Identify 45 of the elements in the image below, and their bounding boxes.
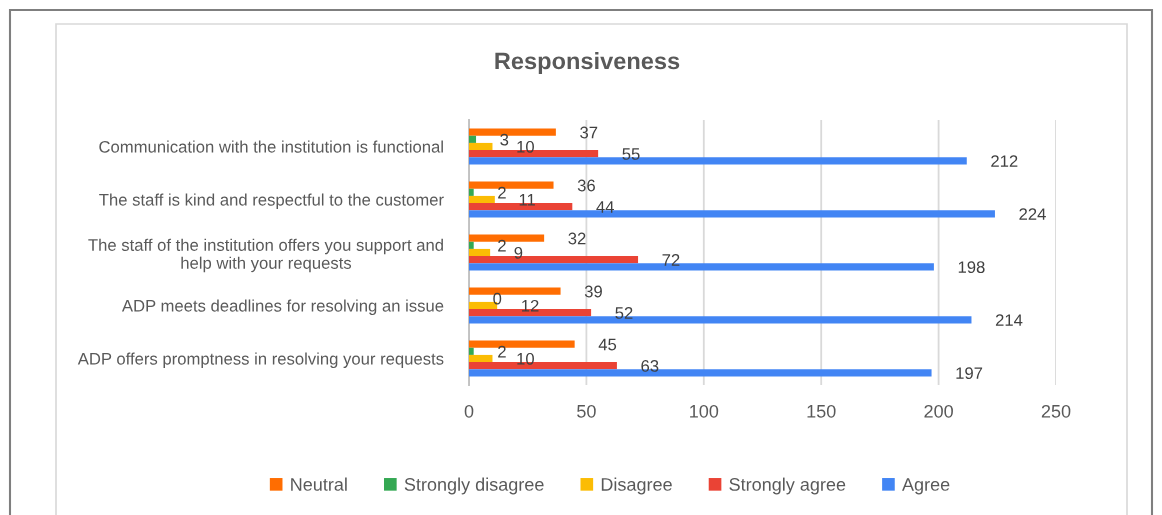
data-label: 0 xyxy=(493,292,502,305)
legend-label: Strongly disagree xyxy=(404,477,544,495)
bar xyxy=(469,241,474,249)
x-tick-label: 50 xyxy=(577,404,596,418)
x-tick-label: 100 xyxy=(690,404,719,418)
data-label: 37 xyxy=(580,126,598,139)
data-label: 2 xyxy=(498,345,506,358)
data-label: 39 xyxy=(584,285,602,298)
bar xyxy=(469,195,495,204)
data-label: 10 xyxy=(517,140,534,153)
data-label: 45 xyxy=(598,338,617,351)
x-tick-label: 150 xyxy=(807,404,836,418)
legend-label: Neutral xyxy=(291,477,347,491)
bar xyxy=(469,354,493,363)
x-tick-label: 250 xyxy=(1041,404,1071,418)
bar xyxy=(469,142,493,151)
bar xyxy=(469,347,474,355)
y-tick-label: Communication with the institution is functional xyxy=(99,140,443,153)
bar xyxy=(469,188,474,196)
data-label: 9 xyxy=(514,246,523,259)
y-tick-label: ADP offers promptness in resolving your requests xyxy=(77,352,444,368)
data-label: 197 xyxy=(956,367,983,380)
y-tick-label: ADP meets deadlines for resolving an issue xyxy=(121,299,444,315)
data-label: 3 xyxy=(500,133,509,146)
data-label: 11 xyxy=(519,194,535,206)
y-tick-label: The staff of the institution offers you support and help with your requests xyxy=(88,238,443,273)
data-label: 32 xyxy=(568,232,586,245)
x-tick-label: 200 xyxy=(924,404,953,418)
bar xyxy=(469,248,491,257)
chart-title: Responsiveness xyxy=(495,52,680,75)
legend-label: Strongly agree xyxy=(729,477,846,495)
y-tick-label: The staff is kind and respectful to the customer xyxy=(99,193,444,209)
data-label: 36 xyxy=(577,179,595,192)
data-label: 212 xyxy=(991,155,1018,167)
bar xyxy=(469,135,477,143)
data-label: 12 xyxy=(522,299,539,312)
data-label: 214 xyxy=(995,314,1023,326)
data-label: 2 xyxy=(498,186,506,199)
data-label: 2 xyxy=(498,239,506,252)
x-tick-label: 0 xyxy=(464,404,474,418)
legend-label: Disagree xyxy=(601,477,672,495)
legend-label: Agree xyxy=(902,478,950,495)
data-label: 198 xyxy=(958,261,985,274)
data-label: 10 xyxy=(517,352,534,365)
data-label: 224 xyxy=(1019,208,1046,220)
